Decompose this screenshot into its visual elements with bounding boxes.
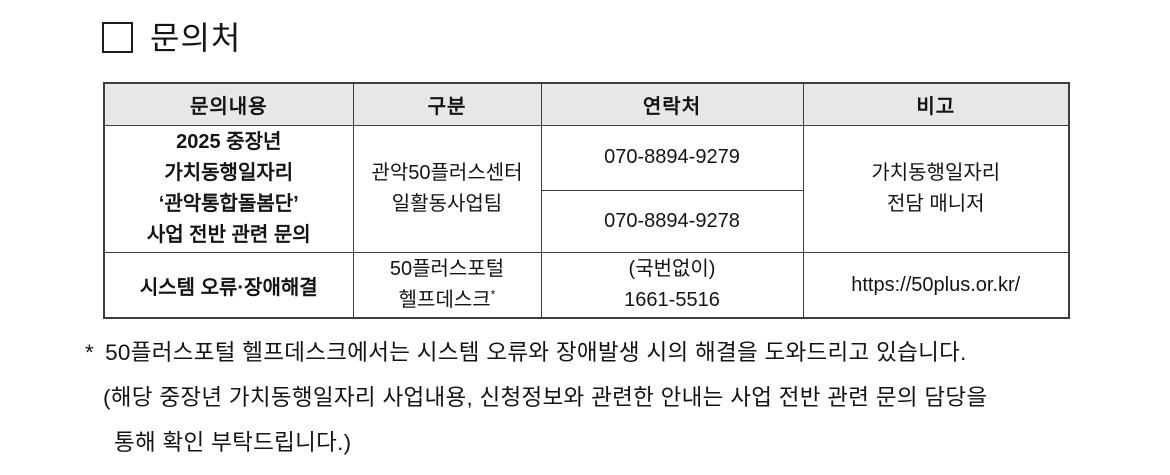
division-line1: 50플러스포털 xyxy=(389,258,505,280)
asterisk-marker: * xyxy=(85,340,95,365)
contact-table: 문의내용 구분 연락처 비고 2025 중장년 가치동행일자리 ‘관악통합돌봄단… xyxy=(103,82,1070,319)
cell-url-row2: https://50plus.or.kr/ xyxy=(802,252,1070,319)
cell-phone-bottom: 070-8894-9278 xyxy=(540,189,804,254)
cell-division-row1: 관악50플러스센터 일활동사업팀 xyxy=(352,125,542,253)
section-title: 문의처 xyxy=(102,13,241,59)
cell-phone-top: 070-8894-9279 xyxy=(540,125,804,191)
column-header-note: 비고 xyxy=(802,82,1070,126)
cell-inquiry-row2: 시스템 오류·장애해결 xyxy=(103,252,354,319)
table-header-row: 문의내용 구분 연락처 비고 xyxy=(103,82,1070,126)
table-row: 070-8894-9278 xyxy=(104,189,1069,254)
footnote-line-2: (해당 중장년 가치동행일자리 사업내용, 신청정보와 관련한 안내는 사업 전… xyxy=(103,385,988,410)
cell-division-row2: 50플러스포털 헬프데스크* xyxy=(352,252,542,319)
empty-checkbox-icon xyxy=(102,21,133,53)
footnote-reference-marker: * xyxy=(490,287,496,302)
division-line2: 헬프데스크 xyxy=(398,289,491,311)
cell-contact-row2: (국번없이) 1661-5516 xyxy=(540,252,804,319)
section-title-text: 문의처 xyxy=(150,20,242,56)
footnote-line-1: * 50플러스포털 헬프데스크에서는 시스템 오류와 장애발생 시의 해결을 도와… xyxy=(85,330,987,375)
footnote-block: * 50플러스포털 헬프데스크에서는 시스템 오류와 장애발생 시의 해결을 도와… xyxy=(85,330,987,465)
footnote-line-1-text: 50플러스포털 헬프데스크에서는 시스템 오류와 장애발생 시의 해결을 도와드… xyxy=(105,340,967,365)
column-header-contact: 연락처 xyxy=(540,82,804,126)
table-row: 시스템 오류·장애해결 50플러스포털 헬프데스크* (국번없이) 1661-5… xyxy=(103,252,1070,319)
cell-note-row1: 가치동행일자리 전담 매니저 xyxy=(802,125,1070,253)
table-row: 2025 중장년 가치동행일자리 ‘관악통합돌봄단’ 사업 전반 관련 문의 관… xyxy=(103,125,1070,253)
column-header-inquiry: 문의내용 xyxy=(103,82,354,126)
cell-inquiry-row1: 2025 중장년 가치동행일자리 ‘관악통합돌봄단’ 사업 전반 관련 문의 xyxy=(103,125,354,253)
footnote-line-3: 통해 확인 부탁드립니다.) xyxy=(114,430,352,455)
column-header-division: 구분 xyxy=(352,82,542,126)
